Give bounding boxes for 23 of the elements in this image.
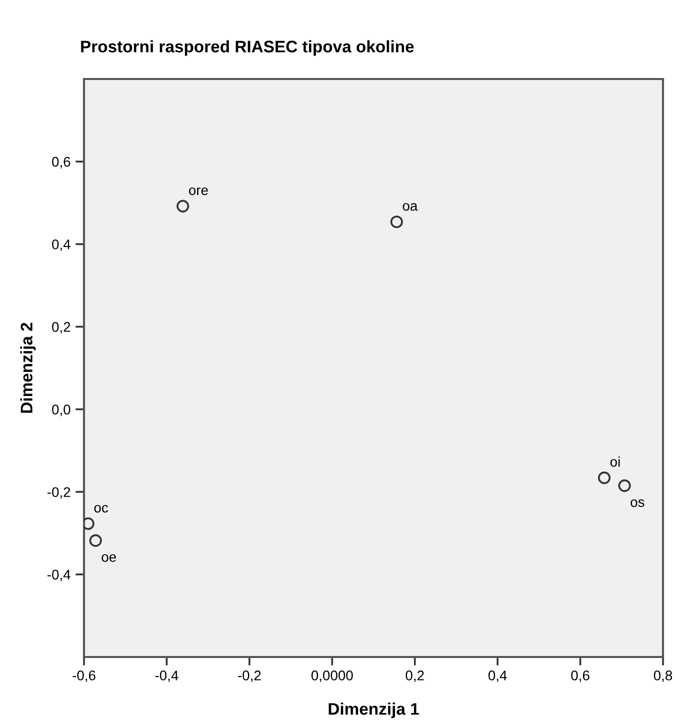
annotation: os [630, 499, 644, 507]
annotation: oc [94, 504, 108, 513]
y-tick-label: -0,4 [47, 570, 70, 582]
y-tick-label: 0,2 [52, 322, 70, 334]
x-tick-label: -0,6 [72, 670, 96, 682]
x-tick-label: 0,4 [488, 670, 507, 682]
annotation: oe [102, 554, 116, 562]
annotation: oi [610, 456, 620, 467]
x-axis-title: Dimenzija 1 [328, 702, 419, 718]
y-tick-label: -0,2 [47, 487, 70, 499]
annotation: oa [402, 203, 418, 211]
y-tick-label: 0,0 [52, 404, 70, 416]
x-tick-label: -0,2 [238, 670, 261, 682]
y-tick-label: 0,6 [52, 156, 70, 168]
y-tick-label: 0,4 [52, 239, 70, 251]
chart-title: Prostorni raspored RIASEC tipova okoline [81, 40, 414, 56]
x-tick-label: 0,2 [406, 670, 424, 682]
x-tick-label: -0,4 [155, 670, 178, 682]
x-tick-label: 0,6 [571, 670, 590, 682]
annotation: ore [188, 187, 208, 196]
y-axis-title: Dimenzija 2 [20, 322, 36, 413]
x-tick-label: 0,8 [654, 670, 672, 682]
x-tick-label: 0,0000 [311, 670, 353, 682]
